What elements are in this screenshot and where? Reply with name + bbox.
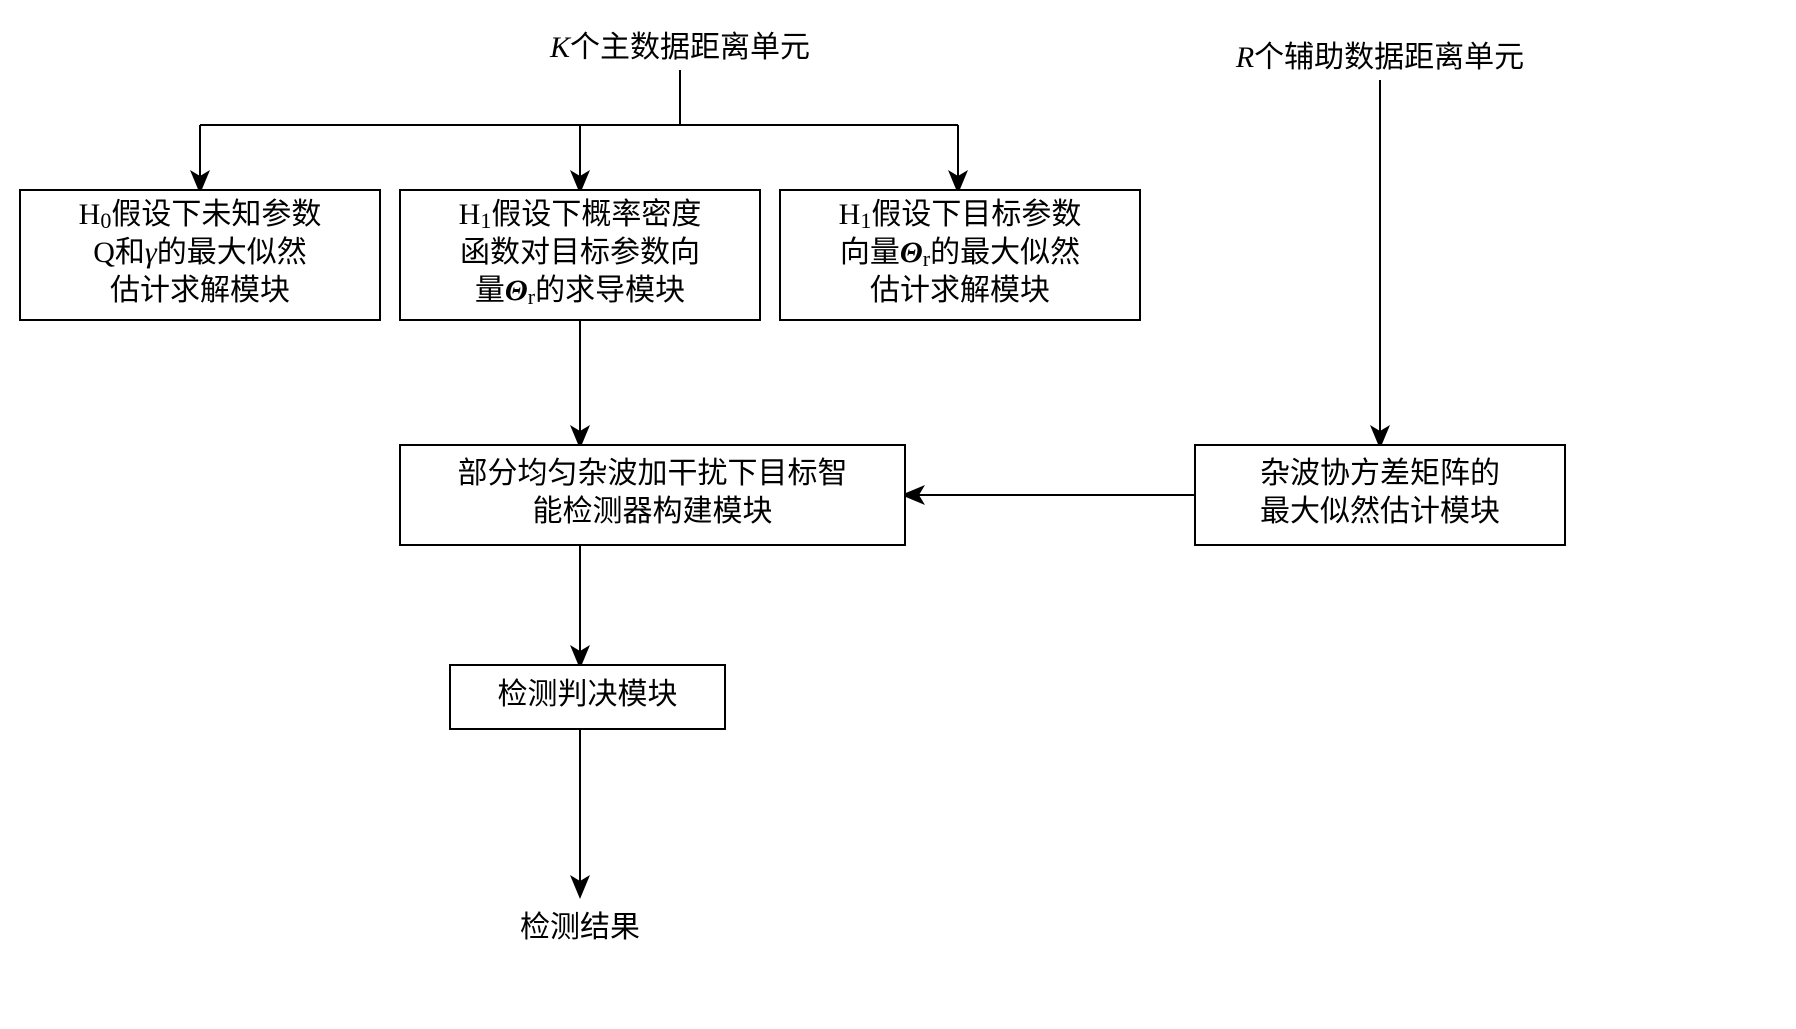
- label-box_decision: 检测判决模块: [498, 678, 678, 711]
- label-box_h1_pdf: H1假设下概率密度函数对目标参数向量Θr的求导模块: [459, 198, 702, 309]
- label-title_r: R个辅助数据距离单元: [1235, 41, 1524, 74]
- label-result: 检测结果: [520, 911, 640, 944]
- label-box_h0: H0假设下未知参数Q和γ的最大似然估计求解模块: [79, 198, 322, 307]
- label-box_h1_theta: H1假设下目标参数向量Θr的最大似然估计求解模块: [839, 198, 1082, 307]
- label-title_k: K个主数据距离单元: [549, 31, 810, 64]
- flowchart-canvas: K个主数据距离单元 R个辅助数据距离单元 H0假设下未知参数Q和γ的最大似然估计求解…: [0, 0, 1796, 1029]
